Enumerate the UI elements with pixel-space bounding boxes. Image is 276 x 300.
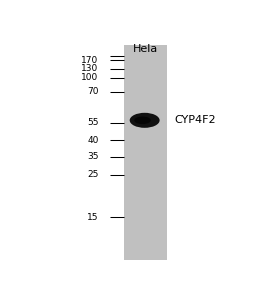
Text: 170: 170 (81, 56, 99, 65)
Text: 40: 40 (87, 136, 99, 145)
Text: CYP4F2: CYP4F2 (175, 115, 216, 125)
Text: 55: 55 (87, 118, 99, 127)
Text: 15: 15 (87, 213, 99, 222)
Text: 35: 35 (87, 152, 99, 161)
Text: 100: 100 (81, 73, 99, 82)
Text: 25: 25 (87, 170, 99, 179)
Text: 130: 130 (81, 64, 99, 73)
Ellipse shape (130, 113, 160, 128)
Text: 70: 70 (87, 87, 99, 96)
Bar (124, 45, 167, 260)
Ellipse shape (134, 117, 151, 124)
Text: Hela: Hela (133, 44, 158, 54)
